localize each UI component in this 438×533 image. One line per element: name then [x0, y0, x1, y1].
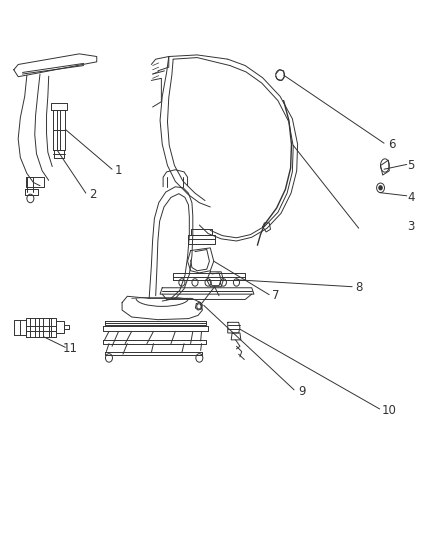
Text: 11: 11 — [63, 342, 78, 356]
Text: 9: 9 — [298, 385, 306, 398]
Text: 6: 6 — [388, 138, 395, 151]
Text: 3: 3 — [407, 220, 415, 233]
Text: 7: 7 — [272, 289, 279, 302]
Text: 8: 8 — [355, 281, 362, 294]
Text: 4: 4 — [407, 191, 415, 204]
Text: 1: 1 — [115, 164, 122, 177]
Text: 10: 10 — [382, 403, 397, 416]
Text: 5: 5 — [407, 159, 415, 172]
Text: 2: 2 — [88, 188, 96, 201]
Circle shape — [379, 185, 382, 190]
